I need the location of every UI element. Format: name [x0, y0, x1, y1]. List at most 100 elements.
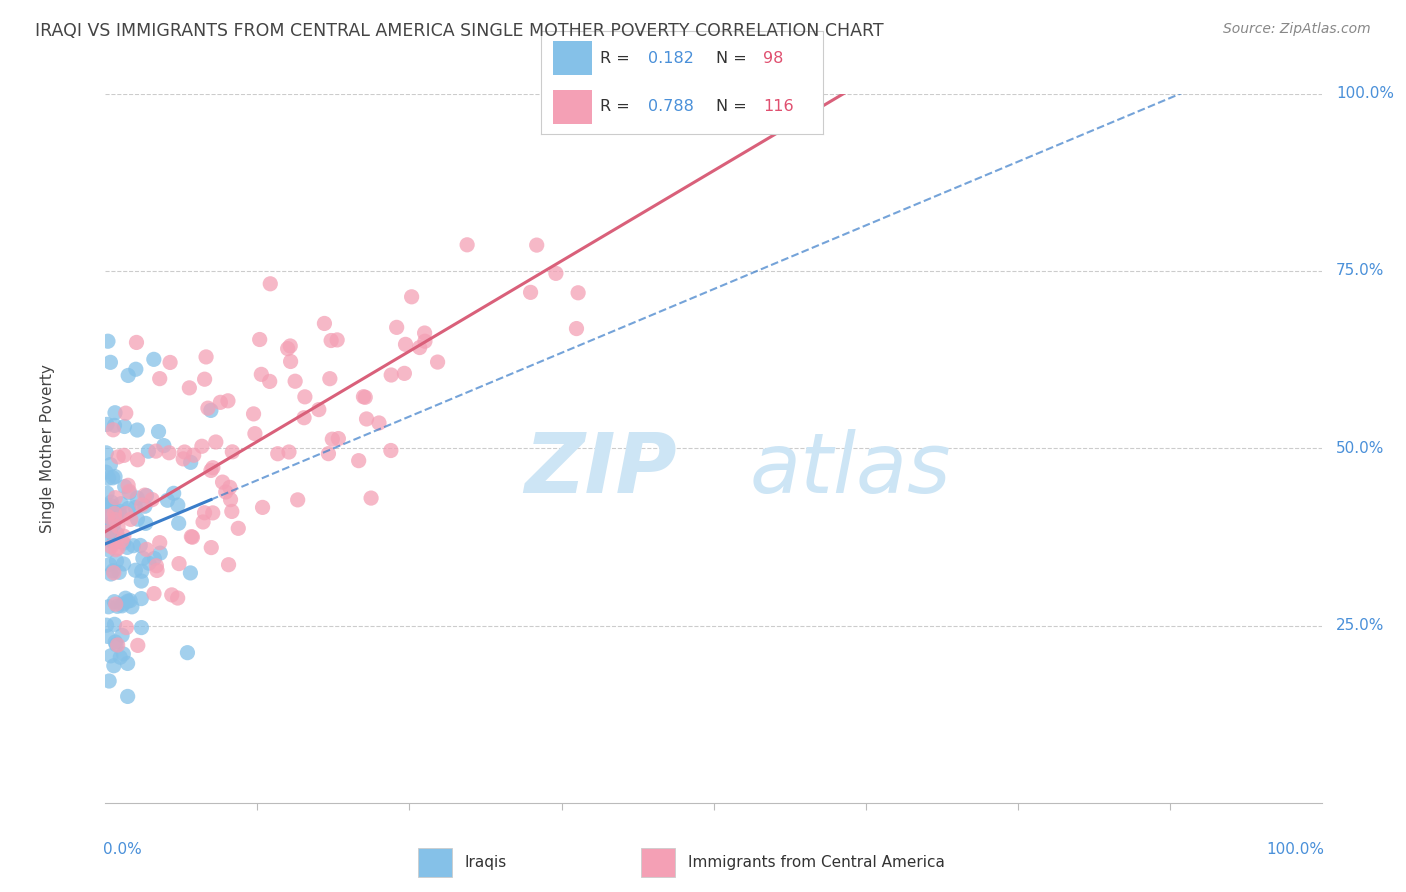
Point [201, 460, 224, 475]
Point [117, 478, 139, 492]
Point [176, 646, 198, 660]
Point [100, 540, 122, 554]
Point [105, 527, 128, 541]
Point [200, 541, 222, 555]
Point [278, 445, 301, 459]
Point [98, 509, 121, 524]
FancyBboxPatch shape [641, 848, 675, 877]
Point [132, 551, 155, 566]
Point [129, 538, 152, 552]
Point [103, 595, 125, 609]
Point [103, 418, 125, 433]
Point [97, 542, 120, 557]
Point [100, 355, 122, 369]
Point [127, 452, 149, 467]
Point [103, 658, 125, 673]
Point [353, 390, 375, 404]
Text: R =: R = [600, 99, 636, 113]
Text: ZIP: ZIP [524, 429, 678, 510]
Point [112, 529, 135, 543]
Point [321, 334, 343, 348]
Point [149, 535, 172, 549]
Text: R =: R = [600, 52, 636, 66]
Point [114, 406, 136, 420]
Point [118, 484, 141, 499]
Point [385, 320, 408, 334]
Point [166, 591, 188, 605]
Text: Iraqis: Iraqis [465, 855, 508, 870]
Point [519, 285, 541, 300]
Point [205, 435, 228, 450]
Point [120, 512, 142, 526]
Text: IRAQI VS IMMIGRANTS FROM CENTRAL AMERICA SINGLE MOTHER POVERTY CORRELATION CHART: IRAQI VS IMMIGRANTS FROM CENTRAL AMERICA… [35, 22, 884, 40]
Point [201, 506, 224, 520]
Text: 0.788: 0.788 [648, 99, 695, 113]
FancyBboxPatch shape [553, 90, 592, 124]
Point [104, 635, 127, 649]
Point [394, 367, 416, 381]
Point [101, 564, 124, 578]
Point [544, 266, 567, 280]
Point [740, 87, 762, 101]
Point [103, 536, 125, 550]
Point [413, 326, 436, 340]
Point [117, 690, 139, 704]
Point [125, 335, 148, 350]
Point [166, 498, 188, 512]
Text: 0.0%: 0.0% [103, 842, 142, 857]
Point [124, 563, 146, 577]
Point [104, 406, 127, 420]
Text: 0.182: 0.182 [648, 52, 695, 66]
Point [104, 469, 127, 483]
Point [111, 628, 134, 642]
Point [163, 486, 186, 500]
Point [104, 512, 127, 526]
Point [157, 446, 180, 460]
Point [215, 485, 238, 500]
Point [287, 492, 309, 507]
Point [127, 423, 149, 437]
Point [252, 500, 274, 515]
Point [107, 599, 129, 614]
Point [101, 471, 124, 485]
Point [107, 519, 129, 533]
Point [100, 458, 122, 472]
FancyBboxPatch shape [553, 42, 592, 75]
Point [319, 372, 342, 386]
Point [134, 488, 156, 502]
Point [380, 443, 402, 458]
Point [97, 334, 120, 349]
Point [218, 558, 240, 572]
Point [259, 277, 281, 291]
Point [565, 321, 588, 335]
Text: N =: N = [716, 52, 752, 66]
Point [380, 368, 402, 382]
Point [105, 554, 128, 568]
Point [107, 450, 129, 464]
Point [94, 498, 117, 512]
Point [145, 558, 167, 573]
Point [277, 342, 299, 356]
Point [702, 119, 724, 133]
Point [219, 492, 242, 507]
Point [321, 432, 343, 446]
Point [103, 517, 125, 532]
Text: 25.0%: 25.0% [1336, 618, 1385, 633]
Text: N =: N = [716, 99, 752, 113]
Point [135, 516, 157, 531]
Point [96, 446, 118, 460]
Point [200, 463, 222, 477]
Point [284, 374, 307, 388]
Text: 100.0%: 100.0% [1336, 87, 1395, 101]
Point [456, 237, 478, 252]
Point [354, 390, 377, 404]
Point [112, 536, 135, 550]
Point [120, 593, 142, 607]
Point [115, 621, 138, 635]
Point [105, 510, 128, 524]
Point [124, 500, 146, 515]
Point [98, 673, 121, 688]
Point [249, 333, 271, 347]
Point [103, 507, 125, 521]
Text: Immigrants from Central America: Immigrants from Central America [688, 855, 945, 870]
